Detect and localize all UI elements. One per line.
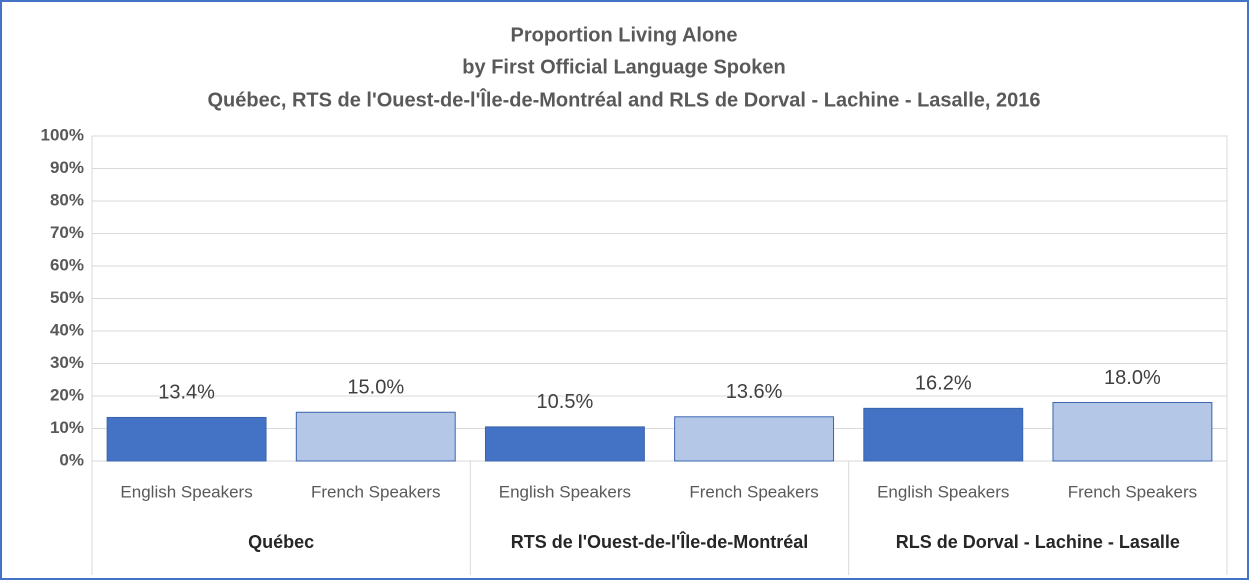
chart-title: by First Official Language Spoken <box>462 56 785 78</box>
bar <box>484 426 645 462</box>
group-label: RTS de l'Ouest-de-l'Île-de-Montréal <box>511 531 809 552</box>
bar <box>295 411 456 462</box>
y-tick-label: 80% <box>50 190 84 209</box>
x-tick-label: English Speakers <box>499 482 631 501</box>
x-tick-label: French Speakers <box>311 482 440 501</box>
chart-title: Proportion Living Alone <box>510 24 737 46</box>
value-label: 13.6% <box>726 381 783 403</box>
x-tick-label: French Speakers <box>1068 482 1197 501</box>
x-tick-label: English Speakers <box>877 482 1009 501</box>
value-label: 15.0% <box>347 377 404 399</box>
bar <box>1052 402 1213 462</box>
group-label: RLS de Dorval - Lachine - Lasalle <box>896 532 1180 552</box>
y-tick-label: 100% <box>41 125 84 144</box>
y-tick-label: 90% <box>50 158 84 177</box>
bar <box>863 407 1024 462</box>
chart-title: Québec, RTS de l'Ouest-de-l'Île-de-Montr… <box>207 87 1040 111</box>
value-label: 13.4% <box>158 382 215 404</box>
group-label: Québec <box>248 532 314 552</box>
value-label: 16.2% <box>915 373 972 395</box>
y-tick-label: 60% <box>50 255 84 274</box>
y-tick-label: 50% <box>50 288 84 307</box>
x-tick-label: English Speakers <box>120 482 252 501</box>
bar <box>674 416 835 462</box>
y-tick-label: 10% <box>50 418 84 437</box>
y-tick-label: 40% <box>50 320 84 339</box>
bar <box>106 416 267 462</box>
value-label: 18.0% <box>1104 367 1161 389</box>
y-tick-label: 0% <box>59 450 84 469</box>
value-label: 10.5% <box>537 391 594 413</box>
y-tick-label: 30% <box>50 353 84 372</box>
x-tick-label: French Speakers <box>689 482 818 501</box>
y-tick-label: 70% <box>50 223 84 242</box>
y-tick-label: 20% <box>50 385 84 404</box>
